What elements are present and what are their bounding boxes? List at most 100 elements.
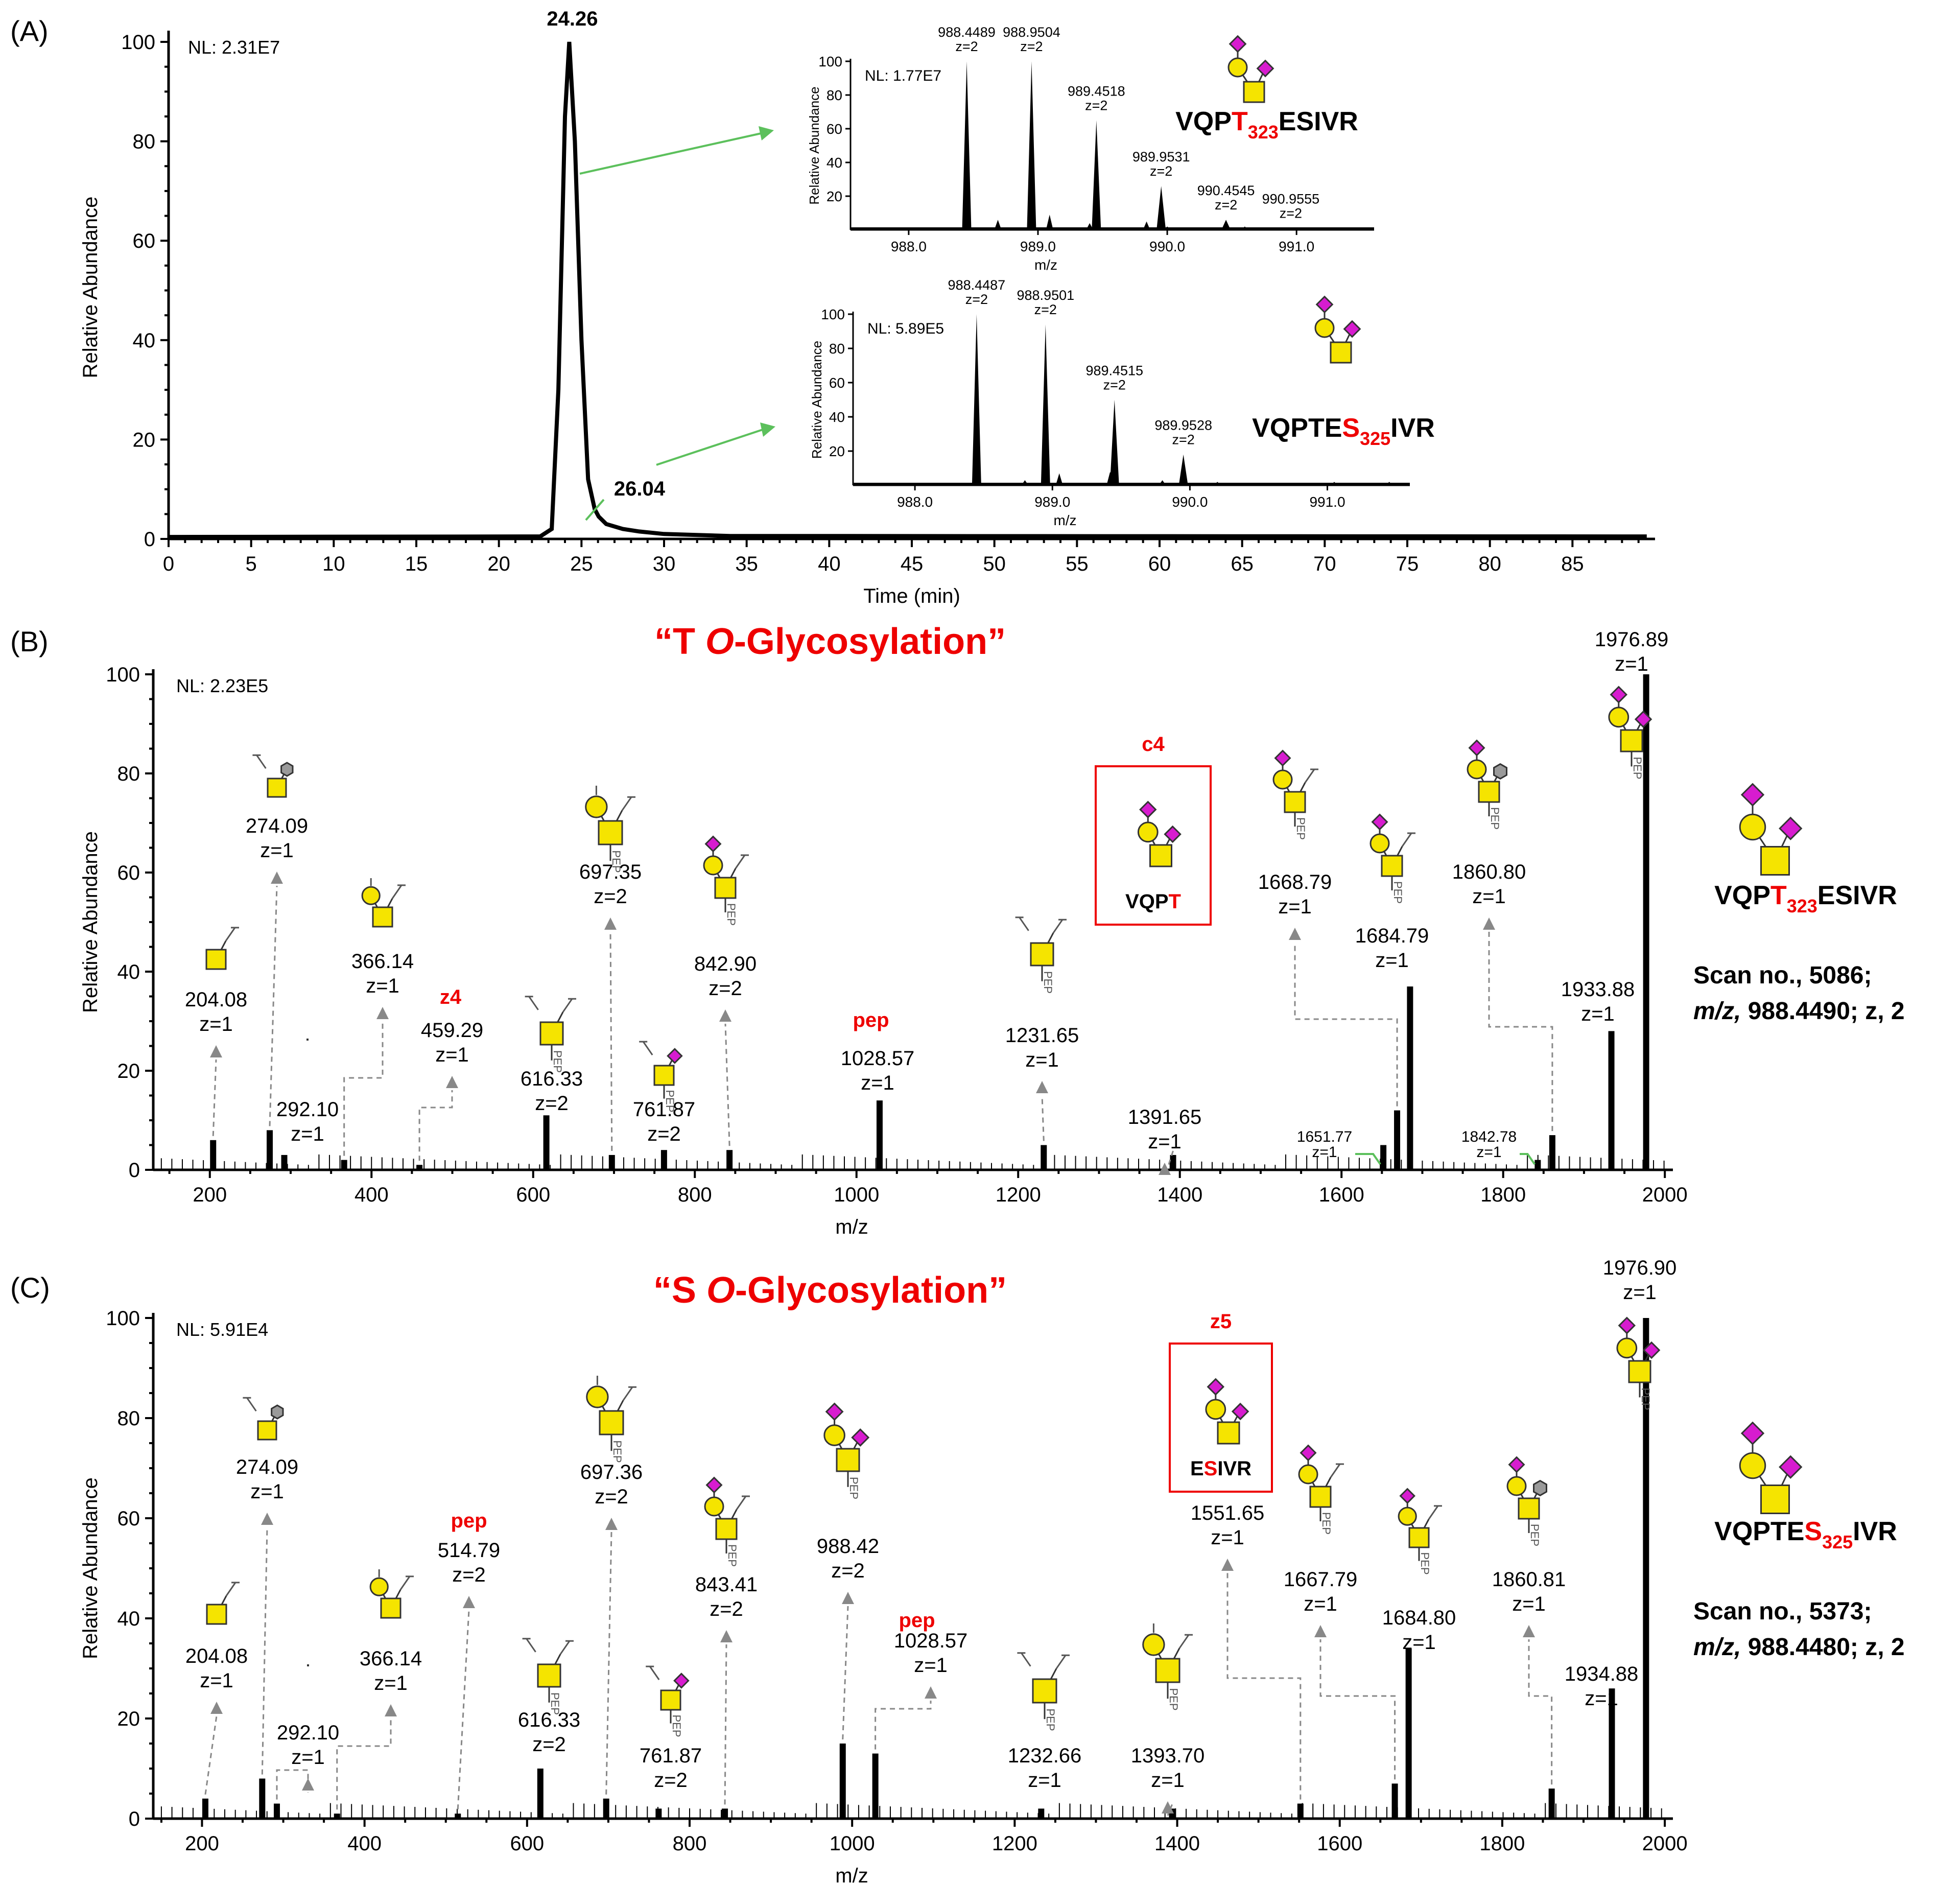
fragment-sequence: VQPT [1125, 890, 1181, 913]
peak-bar [259, 1778, 266, 1819]
peak-bar [1394, 1110, 1401, 1170]
fucose-hexagon-icon [1533, 1479, 1547, 1497]
x-tick-label: 70 [1313, 553, 1336, 575]
galactose-circle-icon [1369, 833, 1390, 854]
leader-arrow-icon [463, 1596, 475, 1608]
y-tick-label: 20 [117, 1708, 140, 1730]
inset-peptide-sequence: VQPT323ESIVR [1175, 107, 1358, 143]
panel-title: “S O-Glycosylation” [653, 1270, 1007, 1311]
fragment-leader-line [276, 1769, 309, 1800]
sialic-acid-diamond-icon [673, 1673, 690, 1689]
galactose-circle-icon [1314, 318, 1335, 338]
precursor-values: 988.4480; z, 2 [1741, 1634, 1904, 1661]
cleaved-bond-icon [1055, 1654, 1070, 1669]
peak-mz-label: 292.10 [276, 1098, 339, 1121]
galnac-square-icon [599, 1410, 624, 1435]
x-tick-label: 2000 [1642, 1832, 1688, 1855]
leader-arrow-icon [720, 1630, 733, 1642]
leader-arrow-icon [385, 1704, 397, 1716]
galnac-square-icon [598, 820, 623, 845]
peak-mz-label: 616.33 [521, 1068, 583, 1090]
peak-bar [608, 1155, 615, 1170]
title-part: O [705, 621, 734, 662]
cleaved-bond-icon [639, 1041, 653, 1055]
galactose-circle-icon [1467, 759, 1487, 780]
fragment-leader-line [1488, 932, 1553, 1132]
inset-y-tick-label: 100 [821, 307, 845, 322]
precursor-info: m/z, 988.4490; z, 2 [1693, 998, 1905, 1025]
panel-label: (B) [10, 625, 49, 657]
peak-mz-label: 204.08 [185, 988, 247, 1011]
leader-arrow-icon [1483, 917, 1495, 930]
inset-y-tick-label: 40 [826, 155, 842, 171]
inset-minor-peak [1021, 480, 1029, 485]
peak-bar [1643, 1318, 1649, 1819]
inset-x-tick-label: 988.0 [897, 494, 933, 510]
peak-bar [416, 1165, 423, 1170]
peak-charge-label: z=1 [200, 1669, 233, 1692]
inset-y-tick-label: 60 [829, 375, 845, 391]
inset-peak-charge: z=2 [955, 39, 978, 54]
peak-charge-label: z=2 [831, 1560, 865, 1582]
inset-peak-mz: 989.4518 [1068, 84, 1125, 99]
galnac-square-icon [1149, 844, 1172, 867]
galnac-square-icon [714, 877, 737, 899]
peak-charge-label: z=2 [594, 885, 627, 908]
sialic-acid-diamond-icon [1139, 800, 1157, 818]
inset-peak [972, 314, 981, 485]
galnac-square-icon [1284, 791, 1306, 813]
x-tick-label: 600 [510, 1832, 544, 1855]
peak-charge-label: z=1 [1278, 896, 1312, 918]
leader-arrow-icon [376, 1007, 389, 1019]
normalization-level: NL: 2.23E5 [176, 675, 268, 696]
title-part: -Glycosylation” [735, 1270, 1007, 1311]
peak-mz-label: 1976.89 [1595, 628, 1669, 651]
pep-marker: PEP [551, 1050, 564, 1073]
peak-charge-label: z=1 [1476, 1144, 1501, 1161]
y-axis-label: Relative Abundance [79, 831, 102, 1013]
frag-pre: E [1190, 1457, 1204, 1480]
normalization-level: NL: 5.91E4 [176, 1319, 268, 1340]
x-tick-label: 50 [983, 553, 1006, 575]
sialic-acid-diamond-icon [1231, 1402, 1249, 1421]
fragment-sequence: ESIVR [1190, 1457, 1251, 1480]
green-leader-line [1355, 1153, 1381, 1165]
y-tick-label: 40 [133, 329, 156, 352]
fragment-leader-line [204, 1715, 218, 1795]
peak-mz-label: 274.09 [246, 815, 308, 837]
galnac-square-icon [653, 1065, 675, 1086]
peak-charge-label: z=1 [1028, 1769, 1061, 1792]
peak-bar [455, 1814, 461, 1819]
leader-arrow-icon [1036, 1081, 1048, 1093]
fragment-leader-line [418, 1090, 453, 1161]
highlight-box [1169, 1343, 1273, 1493]
sialic-acid-diamond-icon [1642, 1341, 1661, 1359]
peak-mz-label: 292.10 [277, 1722, 339, 1744]
seq-sub: 323 [1787, 896, 1817, 916]
inset-normalization-level: NL: 5.89E5 [867, 320, 944, 337]
galnac-square-icon [372, 906, 393, 928]
x-tick-label: 200 [193, 1184, 227, 1206]
peak-bar [1534, 1160, 1541, 1170]
peak-mz-label: 366.14 [351, 950, 414, 973]
y-tick-label: 60 [117, 862, 140, 884]
galnac-square-icon [1309, 1486, 1332, 1508]
peak-mz-label: 842.90 [694, 953, 757, 975]
pep-marker: PEP [1042, 971, 1054, 994]
galnac-square-icon [267, 778, 287, 798]
peak-bar [722, 1808, 728, 1819]
pep-marker: PEP [1294, 817, 1307, 840]
sialic-acid-diamond-icon [851, 1428, 870, 1447]
inset-x-tick-label: 989.0 [1020, 239, 1056, 254]
x-tick-label: 1800 [1479, 1832, 1525, 1855]
panel-label: (A) [10, 15, 49, 47]
panel-title: “T O-Glycosylation” [654, 621, 1006, 662]
highlight-box [1095, 765, 1212, 926]
inset-peak-charge: z=2 [1150, 163, 1172, 179]
x-tick-label: 40 [818, 553, 841, 575]
pep-marker: PEP [1391, 881, 1404, 904]
y-tick-label: 80 [117, 763, 140, 785]
galactose-circle-icon [1137, 821, 1159, 843]
seq-pre: VQP [1175, 107, 1232, 136]
